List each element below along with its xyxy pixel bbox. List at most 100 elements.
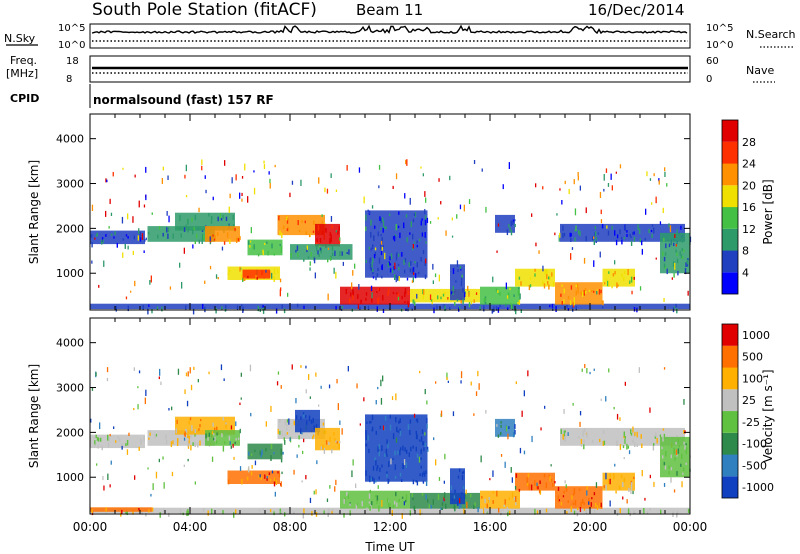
power-cell [335,306,337,310]
power-cell [139,236,142,242]
velocity-cell [435,459,437,466]
power-cell [304,220,306,224]
power-cell [571,247,574,250]
velocity-cell [511,492,514,499]
velocity-cell [300,428,302,434]
power-cell [252,246,254,249]
velocity-cell [632,439,634,442]
velocity-cell [382,375,384,382]
power-cell [217,216,219,222]
velocity-cell [155,471,158,479]
power-cell [449,307,451,310]
velocity-cell [413,505,415,511]
power-cell [390,253,393,260]
power-cell [301,220,303,223]
velocity-cell [618,485,621,490]
velocity-cell [415,446,417,452]
velocity-cell [95,434,97,439]
power-colorbar-tick: 28 [742,136,756,149]
velocity-cell [324,430,327,434]
velocity-cell [165,434,167,440]
power-cell [203,234,205,241]
power-cell [185,164,187,172]
power-cell [398,211,400,215]
power-cell [663,263,666,268]
power-cell [236,237,238,243]
power-cell [380,240,383,245]
velocity-cell [365,436,367,441]
power-cell [348,298,351,304]
power-cell [413,213,416,216]
power-cell [608,271,610,274]
velocity-cell [302,412,305,415]
power-cell [568,188,570,195]
velocity-cell [335,440,337,443]
power-cell [611,225,613,230]
power-cell [575,290,577,296]
velocity-cell [580,501,582,507]
power-cell [406,159,408,166]
velocity-cell [190,384,193,391]
velocity-cell [416,418,419,423]
power-cell [495,288,498,292]
power-cell [114,231,116,236]
power-cell [365,214,367,221]
power-cell [484,297,486,302]
power-region [365,210,428,278]
velocity-cell [473,504,475,509]
velocity-cell [227,479,230,485]
power-cell [633,276,635,280]
velocity-cell [177,440,179,446]
velocity-cell [261,449,263,455]
velocity-cell [188,420,190,425]
velocity-cell [636,431,638,438]
power-cell [183,227,186,232]
velocity-cell [567,432,569,436]
power-cell [297,252,299,257]
power-cell [247,196,249,203]
power-cell [380,234,382,237]
power-cell [544,269,547,275]
velocity-cell [459,468,461,473]
power-cell [313,257,316,264]
velocity-cell [137,404,139,410]
velocity-cell [149,432,151,436]
power-cell [598,289,601,295]
velocity-cell [402,445,404,451]
power-cell [289,192,291,198]
power-cell [98,284,100,288]
power-cell [403,259,405,265]
power-cell [236,305,239,310]
power-cell [414,301,416,306]
power-cell [412,277,414,283]
power-cell [124,243,126,249]
velocity-cell [280,510,283,514]
velocity-cell [407,424,410,430]
velocity-cell [605,396,607,402]
velocity-cell [365,443,367,447]
power-cell [142,305,144,311]
velocity-cell [302,450,304,454]
power-cell [577,229,580,235]
velocity-cell [207,510,209,516]
velocity-cell [622,445,625,449]
velocity-cell [477,507,479,513]
velocity-cell [595,503,597,508]
power-cell [279,289,281,297]
velocity-cell [216,426,218,431]
power-cell [183,247,185,254]
velocity-cell [168,512,170,517]
velocity-cell [286,432,289,435]
velocity-cell [465,489,467,495]
velocity-cell [365,470,367,477]
power-cell [509,227,511,232]
power-cell [462,287,464,293]
velocity-cell [391,396,394,400]
velocity-cell [574,499,577,506]
power-cell [210,220,213,224]
power-cell [585,207,587,214]
velocity-colorbar-frame [721,323,739,499]
power-cell [303,258,305,262]
